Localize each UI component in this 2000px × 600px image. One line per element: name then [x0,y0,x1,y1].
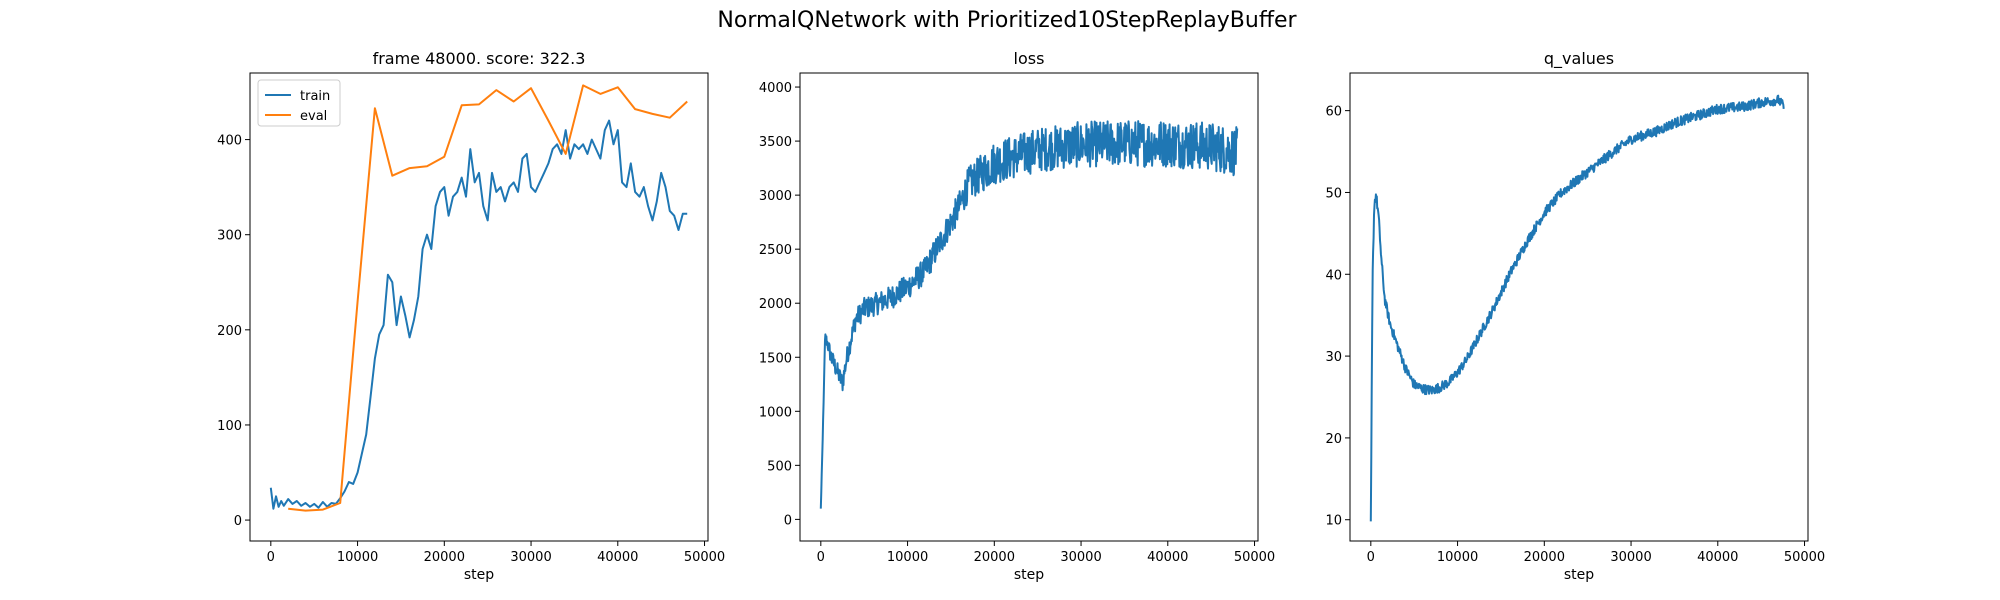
loss-xlabel: step [1014,567,1044,583]
plot-panel-loss: loss 0 10000 20000 30000 40000 50000 0 500 1000 15… [759,49,1275,583]
score-ytick-label: 100 [217,419,242,434]
loss-ytick-label: 3000 [759,189,792,204]
q-values-axes-frame [1349,72,1809,542]
q-values-ytick-label: 10 [1325,514,1342,529]
score-axes-frame [249,72,709,542]
score-series-eval [288,84,688,512]
q-values-xtick-label: 30000 [1610,550,1651,565]
loss-xtick-label: 50000 [1234,550,1275,565]
loss-xtick-label: 20000 [974,550,1015,565]
loss-ytick-label: 500 [767,459,792,474]
loss-ytick-label: 1500 [759,351,792,366]
score-xtick-label: 10000 [337,550,378,565]
q-values-xtick-label: 0 [1367,550,1375,565]
score-ytick-label: 0 [234,514,242,529]
q-values-xtick-label: 10000 [1437,550,1478,565]
loss-title: loss [1014,49,1045,68]
score-title: frame 48000. score: 322.3 [373,49,586,68]
score-xtick-label: 40000 [597,550,638,565]
q-values-xtick-label: 20000 [1524,550,1565,565]
q-values-ytick-label: 50 [1325,186,1342,201]
loss-ytick-label: 4000 [759,81,792,96]
loss-series-line [819,120,1239,509]
score-xtick-label: 30000 [510,550,551,565]
legend-label-eval: eval [300,109,327,124]
q-values-series-line [1369,94,1785,522]
q-values-xlabel: step [1564,567,1594,583]
loss-ytick-label: 2500 [759,243,792,258]
score-xlabel: step [464,567,494,583]
loss-ytick-label: 1000 [759,405,792,420]
plot-panel-score: frame 48000. score: 322.30 10000 20000 3000… [217,49,725,583]
q-values-ytick-label: 20 [1325,432,1342,447]
plot-panel-q-values: q_values 0 10000 20000 30000 40000 50000 10 20 30… [1325,49,1825,583]
loss-xtick-label: 10000 [887,550,928,565]
q-values-ytick-label: 40 [1325,268,1342,283]
score-xtick-label: 0 [267,550,275,565]
score-legend: train eval [257,79,341,127]
q-values-ytick-label: 30 [1325,350,1342,365]
score-ytick-label: 200 [217,324,242,339]
loss-xtick-label: 40000 [1147,550,1188,565]
loss-ytick-label: 0 [784,513,792,528]
q-values-ytick-label: 60 [1325,105,1342,120]
q-values-xtick-label: 40000 [1697,550,1738,565]
loss-axes-frame [799,72,1259,542]
loss-xtick-label: 0 [817,550,825,565]
score-ytick-label: 400 [217,134,242,149]
score-series-train [269,119,688,510]
score-xtick-label: 50000 [684,550,725,565]
loss-ytick-label: 2000 [759,297,792,312]
q-values-xtick-label: 50000 [1784,550,1825,565]
legend-label-train: train [300,89,330,104]
figure-suptitle: NormalQNetwork with Prioritized10StepRep… [717,8,1297,33]
loss-ytick-label: 3500 [759,135,792,150]
q-values-title: q_values [1544,49,1614,69]
score-xtick-label: 20000 [424,550,465,565]
loss-xtick-label: 30000 [1060,550,1101,565]
score-ytick-label: 300 [217,229,242,244]
